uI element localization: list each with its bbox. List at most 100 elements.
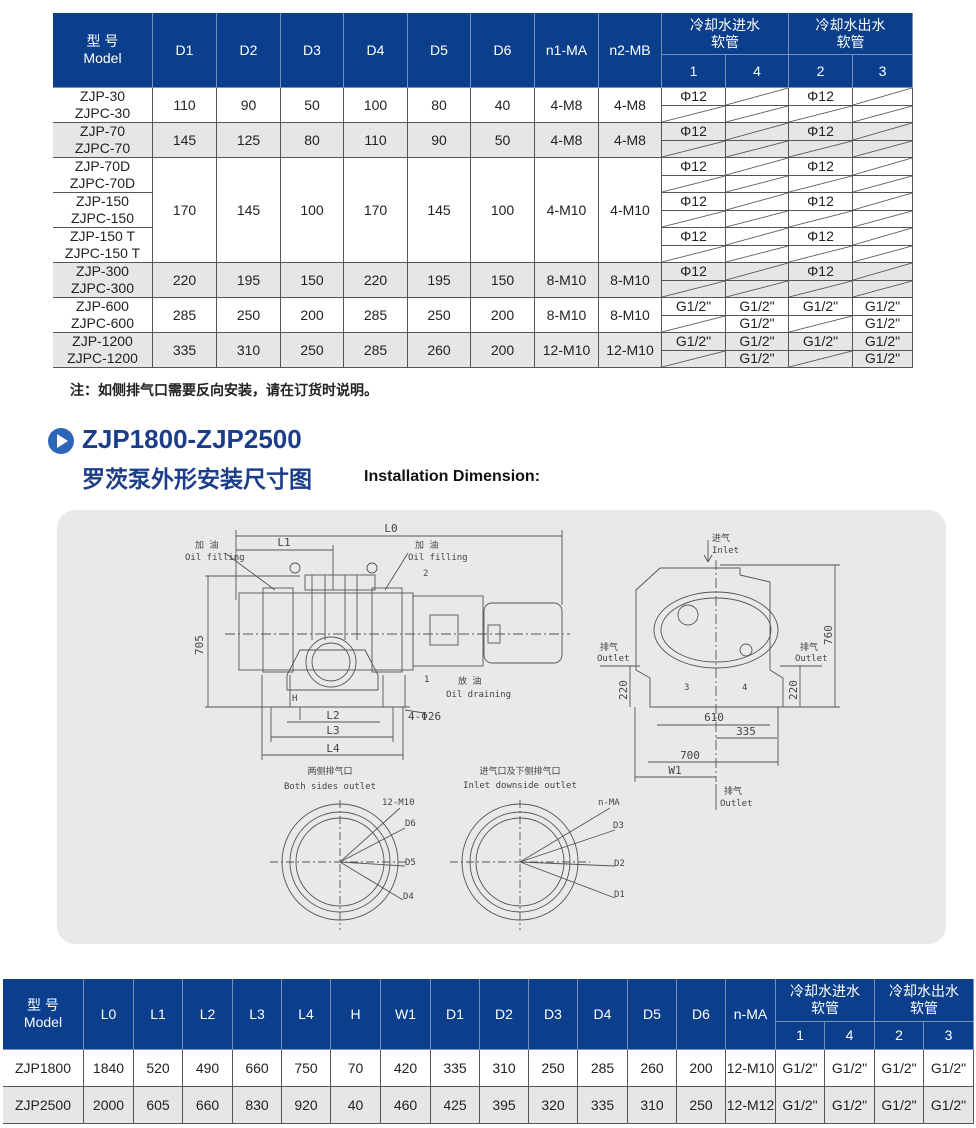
header-d4: D4 (344, 13, 408, 88)
value-cell: 200 (471, 333, 535, 368)
header-d2: D2 (217, 13, 281, 88)
label-D5: D5 (405, 858, 416, 868)
cooling-cell (662, 105, 726, 123)
header-d1: D1 (431, 979, 480, 1050)
cooling-cell (662, 140, 726, 158)
dim-760: 760 (822, 625, 835, 645)
value-cell: G1/2" (825, 1050, 875, 1087)
cooling-cell (662, 280, 726, 298)
oil-fill-en-right: Oil filling (408, 553, 468, 563)
cooling-cell (662, 210, 726, 228)
header-d5: D5 (628, 979, 677, 1050)
value-cell: 310 (217, 333, 281, 368)
model-cell: ZJP-300 ZJPC-300 (53, 263, 153, 298)
value-cell: 4-M8 (599, 88, 662, 123)
value-cell: 150 (471, 263, 535, 298)
foot-holes: 4-Φ26 (408, 710, 441, 723)
cooling-cell: Φ12 (662, 88, 726, 106)
cooling-cell (853, 280, 913, 298)
bolt-12-M10: 12-M10 (382, 798, 415, 808)
header-cooling-outlet: 冷却水出水 软管 (789, 13, 913, 55)
value-cell: 285 (578, 1050, 628, 1087)
cooling-cell (853, 175, 913, 193)
value-cell: 40 (331, 1087, 381, 1124)
value-cell: 100 (471, 158, 535, 263)
cooling-cell (726, 140, 789, 158)
value-cell: 200 (281, 298, 344, 333)
value-cell: 195 (217, 263, 281, 298)
cooling-cell (726, 88, 789, 106)
value-cell: 40 (471, 88, 535, 123)
cooling-cell (853, 228, 913, 246)
value-cell: 70 (331, 1050, 381, 1087)
value-cell: 200 (677, 1050, 726, 1087)
cooling-cell (726, 158, 789, 176)
value-cell: 660 (233, 1050, 282, 1087)
value-cell: 490 (183, 1050, 233, 1087)
value-cell: 605 (134, 1087, 183, 1124)
header-n1-ma: n1-MA (535, 13, 599, 88)
cooling-cell (726, 245, 789, 263)
cooling-cell (789, 350, 853, 368)
oil-drain-en: Oil draining (446, 690, 511, 700)
value-cell: G1/2" (875, 1087, 924, 1124)
cooling-cell (726, 228, 789, 246)
header-cooling-inlet: 冷却水进水 软管 (776, 979, 875, 1022)
model-cell: ZJP-600 ZJPC-600 (53, 298, 153, 333)
header-d2: D2 (480, 979, 529, 1050)
value-cell: 8-M10 (535, 298, 599, 333)
value-cell: 4-M8 (535, 88, 599, 123)
dim-L0: L0 (384, 522, 397, 535)
cooling-cell (789, 175, 853, 193)
inlet-en: Inlet (712, 546, 739, 556)
value-cell: 100 (344, 88, 408, 123)
port-4: 4 (742, 683, 747, 693)
value-cell: 920 (282, 1087, 331, 1124)
value-cell: 195 (408, 263, 471, 298)
value-cell: 420 (381, 1050, 431, 1087)
value-cell: G1/2" (776, 1050, 825, 1087)
cooling-cell (853, 245, 913, 263)
inlet-cn: 进气 (712, 532, 730, 544)
dim-L3: L3 (326, 724, 339, 737)
model-cell: ZJP-150 ZJPC-150 (53, 193, 153, 228)
value-cell: 145 (217, 158, 281, 263)
header-l4: L4 (282, 979, 331, 1050)
value-cell: 110 (344, 123, 408, 158)
section-title: ZJP1800-ZJP2500 (82, 424, 302, 454)
header-cooling-outlet: 冷却水出水 软管 (875, 979, 974, 1022)
oil-fill-cn-right: 加 油 (415, 539, 438, 551)
value-cell: 125 (217, 123, 281, 158)
dim-700: 700 (680, 749, 700, 762)
value-cell: 8-M10 (535, 263, 599, 298)
value-cell: 520 (134, 1050, 183, 1087)
cooling-cell: Φ12 (789, 123, 853, 141)
cooling-cell: G1/2" (662, 333, 726, 351)
value-cell: 660 (183, 1087, 233, 1124)
header-cooling-inlet: 冷却水进水 软管 (662, 13, 789, 55)
value-cell: 90 (408, 123, 471, 158)
value-cell: 310 (628, 1087, 677, 1124)
model-cell: ZJP-1200 ZJPC-1200 (53, 333, 153, 368)
cooling-cell: G1/2" (853, 298, 913, 316)
value-cell: G1/2" (924, 1050, 974, 1087)
dim-W1: W1 (668, 764, 681, 777)
value-cell: 4-M8 (599, 123, 662, 158)
oil-fill-en-left: Oil filling (185, 553, 245, 563)
value-cell: 335 (578, 1087, 628, 1124)
pump-side-view (205, 530, 570, 760)
value-cell: 260 (628, 1050, 677, 1087)
drawing-panel (57, 510, 946, 944)
cooling-cell (726, 193, 789, 211)
value-cell: 80 (408, 88, 471, 123)
outlet-cn-right: 排气 (800, 641, 818, 653)
header-port-3: 3 (924, 1022, 974, 1050)
cooling-cell (726, 123, 789, 141)
value-cell: 260 (408, 333, 471, 368)
both-sides-en: Both sides outlet (284, 782, 376, 792)
value-cell: 250 (677, 1087, 726, 1124)
cooling-cell (726, 175, 789, 193)
value-cell: 1840 (84, 1050, 134, 1087)
value-cell: 250 (529, 1050, 578, 1087)
value-cell: 250 (217, 298, 281, 333)
